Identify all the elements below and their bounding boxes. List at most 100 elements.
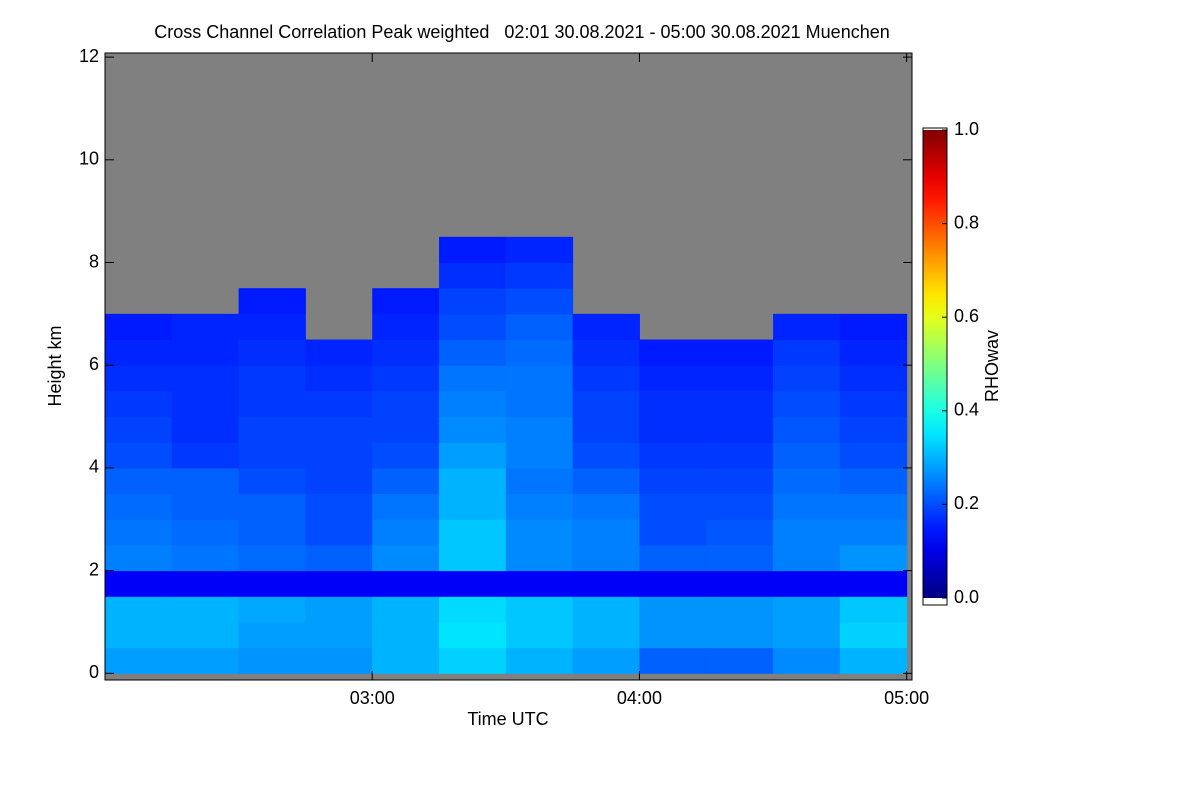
- heatmap-cell: [773, 365, 841, 392]
- heatmap-cell: [238, 288, 306, 315]
- heatmap-cell: [505, 390, 574, 418]
- x-axis-label: Time UTC: [467, 709, 548, 729]
- heatmap-cell: [238, 621, 306, 649]
- heatmap-cell: [839, 621, 908, 649]
- heatmap-cell: [839, 339, 908, 366]
- colorbar-tick-label: 1.0: [954, 119, 979, 139]
- heatmap-cell: [171, 519, 240, 546]
- heatmap-cell: [773, 544, 841, 572]
- heatmap-cell: [439, 313, 507, 341]
- heatmap-cell: [439, 442, 507, 469]
- heatmap-cell: [105, 313, 173, 341]
- heatmap-cell: [305, 467, 373, 495]
- heatmap-cell: [773, 570, 841, 597]
- heatmap-cell: [839, 596, 908, 623]
- plot-frame: [104, 52, 913, 681]
- heatmap-cell: [372, 519, 440, 546]
- heatmap-cell: [572, 467, 640, 495]
- heatmap-cell: [171, 442, 240, 469]
- heatmap-cell: [639, 339, 707, 366]
- heatmap-cell: [505, 365, 574, 392]
- heatmap-cell: [505, 647, 574, 674]
- y-tick-label: 2: [89, 559, 99, 579]
- heatmap-cell: [839, 416, 908, 443]
- heatmap-cell: [439, 339, 507, 366]
- heatmap-cell: [171, 647, 240, 674]
- heatmap-cell: [439, 570, 507, 597]
- heatmap-cell: [639, 365, 707, 392]
- heatmap-cell: [505, 442, 574, 469]
- heatmap-cell: [305, 647, 373, 674]
- colorbar-tick-label: 0.4: [954, 400, 979, 420]
- y-axis-label: Height km: [45, 325, 65, 406]
- heatmap-cell: [238, 493, 306, 520]
- heatmap-cell: [171, 621, 240, 649]
- heatmap-cell: [706, 339, 774, 366]
- heatmap-cell: [572, 390, 640, 418]
- heatmap-cell: [439, 288, 507, 315]
- heatmap-cell: [706, 647, 774, 674]
- heatmap-cell: [171, 416, 240, 443]
- heatmap-cell: [505, 236, 574, 264]
- heatmap-cell: [372, 467, 440, 495]
- heatmap-cell: [773, 339, 841, 366]
- heatmap-cell: [105, 493, 173, 520]
- heatmap-cell: [305, 544, 373, 572]
- heatmap-cell: [372, 365, 440, 392]
- heatmap-cell: [639, 519, 707, 546]
- heatmap-cell: [439, 519, 507, 546]
- heatmap-cell: [505, 544, 574, 572]
- x-tick-label: 04:00: [617, 688, 662, 708]
- heatmap-cell: [305, 339, 373, 366]
- y-tick-label: 4: [89, 457, 99, 477]
- y-tick-label: 12: [79, 46, 99, 66]
- heatmap-cell: [773, 390, 841, 418]
- heatmap-cell: [238, 365, 306, 392]
- heatmap-cell: [839, 442, 908, 469]
- heatmap-cell: [639, 493, 707, 520]
- heatmap-cell: [706, 416, 774, 443]
- x-tick-label: 05:00: [884, 688, 929, 708]
- heatmap-cell: [505, 493, 574, 520]
- heatmap-cell: [572, 621, 640, 649]
- heatmap-cell: [639, 416, 707, 443]
- heatmap-cell: [305, 365, 373, 392]
- colorbar: [923, 130, 947, 598]
- heatmap-cell: [572, 365, 640, 392]
- heatmap-cell: [372, 596, 440, 623]
- heatmap-cell: [372, 442, 440, 469]
- heatmap-cell: [439, 596, 507, 623]
- heatmap-cell: [105, 570, 173, 597]
- y-tick-label: 10: [79, 149, 99, 169]
- y-tick-label: 8: [89, 251, 99, 271]
- heatmap-cell: [773, 493, 841, 520]
- heatmap-cell: [372, 544, 440, 572]
- heatmap-cell: [706, 442, 774, 469]
- heatmap-cell: [105, 596, 173, 623]
- heatmap-cell: [572, 313, 640, 341]
- heatmap-cell: [839, 647, 908, 674]
- heatmap-cell: [706, 544, 774, 572]
- heatmap-cell: [372, 339, 440, 366]
- heatmap-cell: [372, 621, 440, 649]
- heatmap-cell: [773, 621, 841, 649]
- heatmap-cell: [105, 416, 173, 443]
- heatmap-cell: [505, 416, 574, 443]
- heatmap-cell: [105, 621, 173, 649]
- heatmap-cell: [839, 544, 908, 572]
- colorbar-frame: [922, 127, 948, 606]
- heatmap-cell: [839, 313, 908, 341]
- heatmap-cell: [773, 519, 841, 546]
- colorbar-tick-label: 0.2: [954, 493, 979, 513]
- heatmap-cell: [572, 493, 640, 520]
- heatmap-cell: [706, 621, 774, 649]
- heatmap-cell: [773, 647, 841, 674]
- heatmap-cell: [372, 493, 440, 520]
- heatmap-cell: [639, 647, 707, 674]
- heatmap-cell: [639, 442, 707, 469]
- heatmap-cell: [171, 570, 240, 597]
- y-tick-label: 6: [89, 354, 99, 374]
- heatmap-cell: [572, 416, 640, 443]
- heatmap-cell: [171, 596, 240, 623]
